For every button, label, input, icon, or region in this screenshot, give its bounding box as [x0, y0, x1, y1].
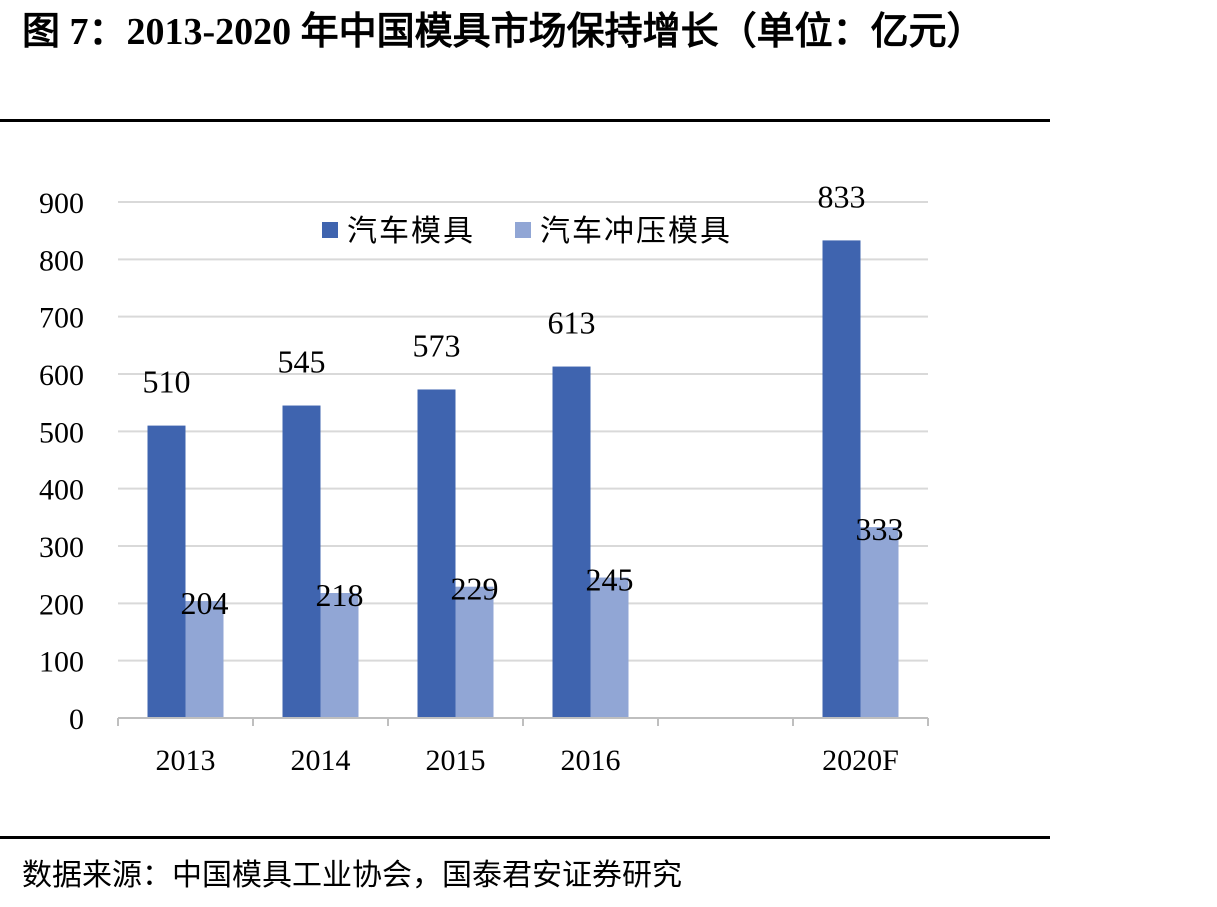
legend-swatch	[515, 222, 531, 238]
data-label: 613	[548, 305, 596, 341]
y-tick-label: 900	[39, 187, 84, 220]
y-tick-label: 800	[39, 244, 84, 277]
data-labels: 510 545 573 613 833 204 218 229 245 333	[143, 178, 904, 621]
y-tick-label: 500	[39, 416, 84, 449]
bar	[417, 389, 456, 718]
title-divider	[0, 119, 1050, 122]
bar	[320, 593, 359, 718]
y-axis-tick-labels: 0 100 200 300 400 500 600 700 800 900	[39, 187, 84, 736]
data-label: 333	[856, 511, 904, 547]
y-tick-label: 400	[39, 474, 84, 507]
y-tick-label: 600	[39, 359, 84, 392]
x-tick-label: 2016	[561, 744, 621, 777]
x-tick-label: 2014	[291, 744, 351, 777]
data-label: 218	[316, 577, 364, 613]
x-tick-label: 2015	[426, 744, 486, 777]
x-tick-label: 2020F	[822, 744, 899, 777]
data-label: 245	[586, 562, 634, 598]
x-tick-label: 2013	[156, 744, 216, 777]
bar	[282, 405, 321, 718]
data-label: 833	[818, 178, 866, 214]
y-tick-label: 300	[39, 531, 84, 564]
data-label: 545	[278, 344, 326, 380]
legend-label: 汽车模具	[347, 215, 475, 248]
y-tick-label: 100	[39, 646, 84, 679]
source-divider	[0, 836, 1050, 839]
bar	[552, 366, 591, 718]
y-tick-label: 0	[69, 703, 84, 736]
bar	[822, 240, 861, 718]
bar	[590, 577, 629, 718]
chart-title: 图 7：2013-2020 年中国模具市场保持增长（单位：亿元）	[22, 11, 985, 53]
bar	[455, 586, 494, 718]
data-label: 229	[451, 571, 499, 607]
data-label: 204	[181, 585, 229, 621]
bar	[860, 527, 899, 718]
data-label: 573	[413, 327, 461, 363]
legend-label: 汽车冲压模具	[540, 215, 732, 248]
legend: 汽车模具 汽车冲压模具	[322, 215, 732, 248]
bar	[185, 601, 224, 718]
source-note: 数据来源：中国模具工业协会，国泰君安证券研究	[22, 858, 682, 893]
gridlines	[118, 201, 928, 662]
y-tick-label: 700	[39, 302, 84, 335]
data-label: 510	[143, 364, 191, 400]
legend-swatch	[322, 222, 338, 238]
bar	[147, 425, 186, 718]
bars	[147, 240, 899, 718]
x-axis: 2013 2014 2015 2016 2020F	[117, 717, 929, 777]
y-tick-label: 200	[39, 588, 84, 621]
